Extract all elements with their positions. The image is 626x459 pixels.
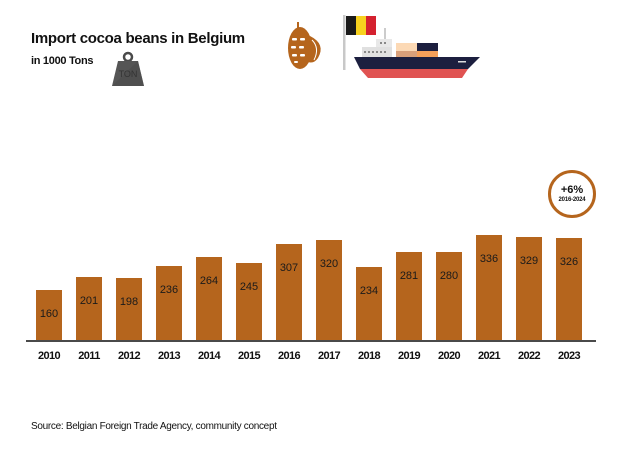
source-note: Source: Belgian Foreign Trade Agency, co…	[31, 421, 277, 432]
x-tick-label: 2020	[437, 350, 461, 362]
x-tick-label: 2023	[557, 350, 581, 362]
cargo-ship-icon	[354, 28, 480, 78]
x-tick-label: 2018	[357, 350, 381, 362]
bar-value-label: 326	[559, 256, 579, 268]
x-tick-label: 2011	[78, 350, 100, 362]
x-tick-label: 2021	[477, 350, 501, 362]
bar-value-label: 245	[239, 281, 259, 293]
bar-2015	[236, 263, 262, 340]
bar-value-label: 281	[399, 270, 419, 282]
bar-2012	[116, 278, 142, 340]
bar-2017	[316, 240, 342, 340]
growth-value: +6%	[560, 184, 584, 196]
bar-value-label: 160	[39, 308, 59, 320]
bar-value-label: 198	[119, 296, 139, 308]
bar-value-label: 264	[199, 275, 219, 287]
bar-2010	[36, 290, 62, 340]
growth-badge: +6% 2016-2024	[548, 170, 596, 218]
bar-value-label: 329	[519, 255, 539, 267]
bar-2013	[156, 266, 182, 340]
page-title: Import cocoa beans in Belgium	[31, 30, 245, 47]
bar-2011	[76, 277, 102, 340]
bar-value-label: 307	[279, 262, 299, 274]
x-axis-line	[26, 340, 596, 342]
bar-value-label: 336	[479, 253, 499, 265]
bar-2016	[276, 244, 302, 340]
bar-value-label: 236	[159, 284, 179, 296]
page-subtitle: in 1000 Tons	[31, 55, 94, 67]
x-tick-label: 2019	[397, 350, 421, 362]
bar-2019	[396, 252, 422, 340]
bar-value-label: 280	[439, 270, 459, 282]
cocoa-pod-icon	[288, 22, 321, 69]
bar-2018	[356, 267, 382, 340]
x-tick-label: 2022	[517, 350, 541, 362]
bar-2021	[476, 235, 502, 340]
bar-2014	[196, 257, 222, 340]
x-tick-label: 2012	[117, 350, 141, 362]
x-tick-label: 2016	[277, 350, 301, 362]
x-tick-label: 2010	[37, 350, 61, 362]
bar-2022	[516, 237, 542, 340]
bar-2020	[436, 252, 462, 340]
x-tick-label: 2017	[317, 350, 341, 362]
x-tick-label: 2013	[157, 350, 181, 362]
bar-value-label: 320	[319, 258, 339, 270]
bar-value-label: 201	[79, 295, 99, 307]
ton-weight-icon: TON	[112, 51, 144, 86]
bar-2023	[556, 238, 582, 340]
svg-text:TON: TON	[119, 69, 138, 79]
x-tick-label: 2014	[197, 350, 221, 362]
bar-value-label: 234	[359, 285, 379, 297]
x-tick-label: 2015	[237, 350, 261, 362]
growth-period: 2016-2024	[558, 197, 586, 203]
belgium-flag-icon	[343, 15, 376, 70]
